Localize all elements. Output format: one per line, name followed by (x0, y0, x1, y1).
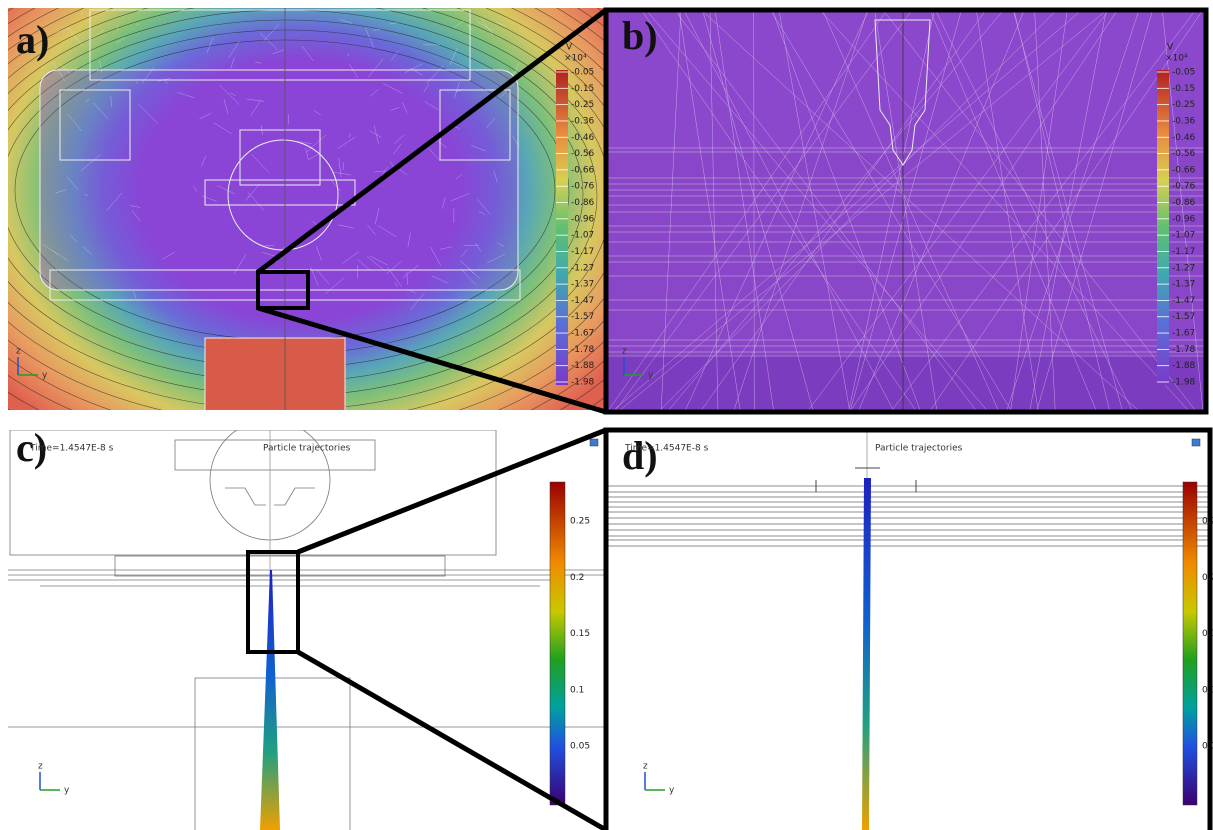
panel-label: d) (622, 433, 658, 478)
axis-label: y (648, 371, 654, 381)
colorbar-label: -0.96 (1172, 214, 1196, 224)
axis-label: y (669, 786, 675, 796)
panel-label: b) (622, 13, 658, 58)
colorbar-label: -0.15 (1172, 84, 1195, 94)
colorbar-unit: V (1167, 43, 1174, 53)
colorbar-label: 0.2 (1202, 573, 1213, 583)
colorbar-label: -0.76 (571, 182, 595, 192)
colorbar-label: -1.27 (1172, 263, 1195, 273)
colorbar-label: -1.47 (571, 296, 594, 306)
axis-label: y (64, 786, 70, 796)
colorbar-label: -1.47 (1172, 296, 1195, 306)
colorbar-label: -1.37 (571, 280, 594, 290)
colorbar-label: -1.17 (1172, 247, 1195, 257)
colorbar-label: -1.57 (571, 312, 594, 322)
colorbar-label: 0.1 (1202, 685, 1213, 695)
panel-d (608, 432, 1208, 830)
colorbar-label: -1.27 (571, 263, 594, 273)
colorbar-label: -1.57 (1172, 312, 1195, 322)
colorbar-label: -0.66 (1172, 165, 1196, 175)
colorbar-label: 0.25 (570, 517, 590, 527)
colorbar-scale: ×10⁴ (564, 54, 587, 64)
colorbar-scale: ×10⁴ (1165, 54, 1188, 64)
colorbar-label: -0.66 (571, 165, 595, 175)
colorbar-label: -0.05 (571, 68, 594, 78)
time-label: Time=1.4547E-8 s (624, 444, 709, 454)
plot-title: Particle trajectories (875, 444, 963, 454)
colorbar-label: -0.36 (571, 116, 595, 126)
colorbar-label: -1.78 (1172, 345, 1196, 355)
colorbar-label: -1.88 (571, 361, 595, 371)
colorbar-label: -0.86 (571, 198, 595, 208)
colorbar-label: 0.25 (1202, 517, 1213, 527)
colorbar-label: -1.98 (1172, 378, 1196, 388)
plot-title: Particle trajectories (263, 444, 351, 454)
colorbar-label: 0.15 (1202, 629, 1213, 639)
colorbar-label: -1.17 (571, 247, 594, 257)
axis-label: z (38, 762, 43, 772)
panel-b (608, 12, 1204, 410)
colorbar-label: -0.46 (571, 133, 595, 143)
colorbar-label: 0.05 (1202, 742, 1213, 752)
colorbar-label: -1.98 (571, 378, 595, 388)
colorbar-label: -1.07 (1172, 231, 1195, 241)
time-label: Time=1.4547E-8 s (29, 444, 114, 454)
colorbar-label: -1.07 (571, 231, 594, 241)
colorbar-label: -1.78 (571, 345, 595, 355)
colorbar-label: -0.96 (571, 214, 595, 224)
axis-label: z (622, 347, 627, 357)
axis-label: z (16, 347, 21, 357)
colorbar-label: -1.37 (1172, 280, 1195, 290)
colorbar-label: -0.76 (1172, 182, 1196, 192)
colorbar-label: -1.67 (1172, 329, 1195, 339)
colorbar-unit: V (566, 43, 573, 53)
colorbar-label: -0.56 (571, 149, 595, 159)
colorbar-label: -0.46 (1172, 133, 1196, 143)
colorbar-label: -0.36 (1172, 116, 1196, 126)
colorbar-label: -0.56 (1172, 149, 1196, 159)
colorbar-label: -1.88 (1172, 361, 1196, 371)
figure: a)zyV×10⁴-0.05-0.15-0.25-0.36-0.46-0.56-… (0, 0, 1213, 830)
axis-label: z (643, 762, 648, 772)
colorbar-label: -0.86 (1172, 198, 1196, 208)
colorbar-label: 0.2 (570, 573, 584, 583)
colorbar-label: 0.1 (570, 685, 584, 695)
colorbar-label: -0.25 (571, 100, 594, 110)
colorbar-label: -0.25 (1172, 100, 1195, 110)
colorbar-label: 0.15 (570, 629, 590, 639)
colorbar-label: 0.05 (570, 742, 590, 752)
colorbar-label: -1.67 (571, 329, 594, 339)
panel-c (8, 420, 604, 830)
panel-label: a) (16, 17, 49, 62)
colorbar-label: -0.15 (571, 84, 594, 94)
axis-label: y (42, 371, 48, 381)
colorbar-label: -0.05 (1172, 68, 1195, 78)
